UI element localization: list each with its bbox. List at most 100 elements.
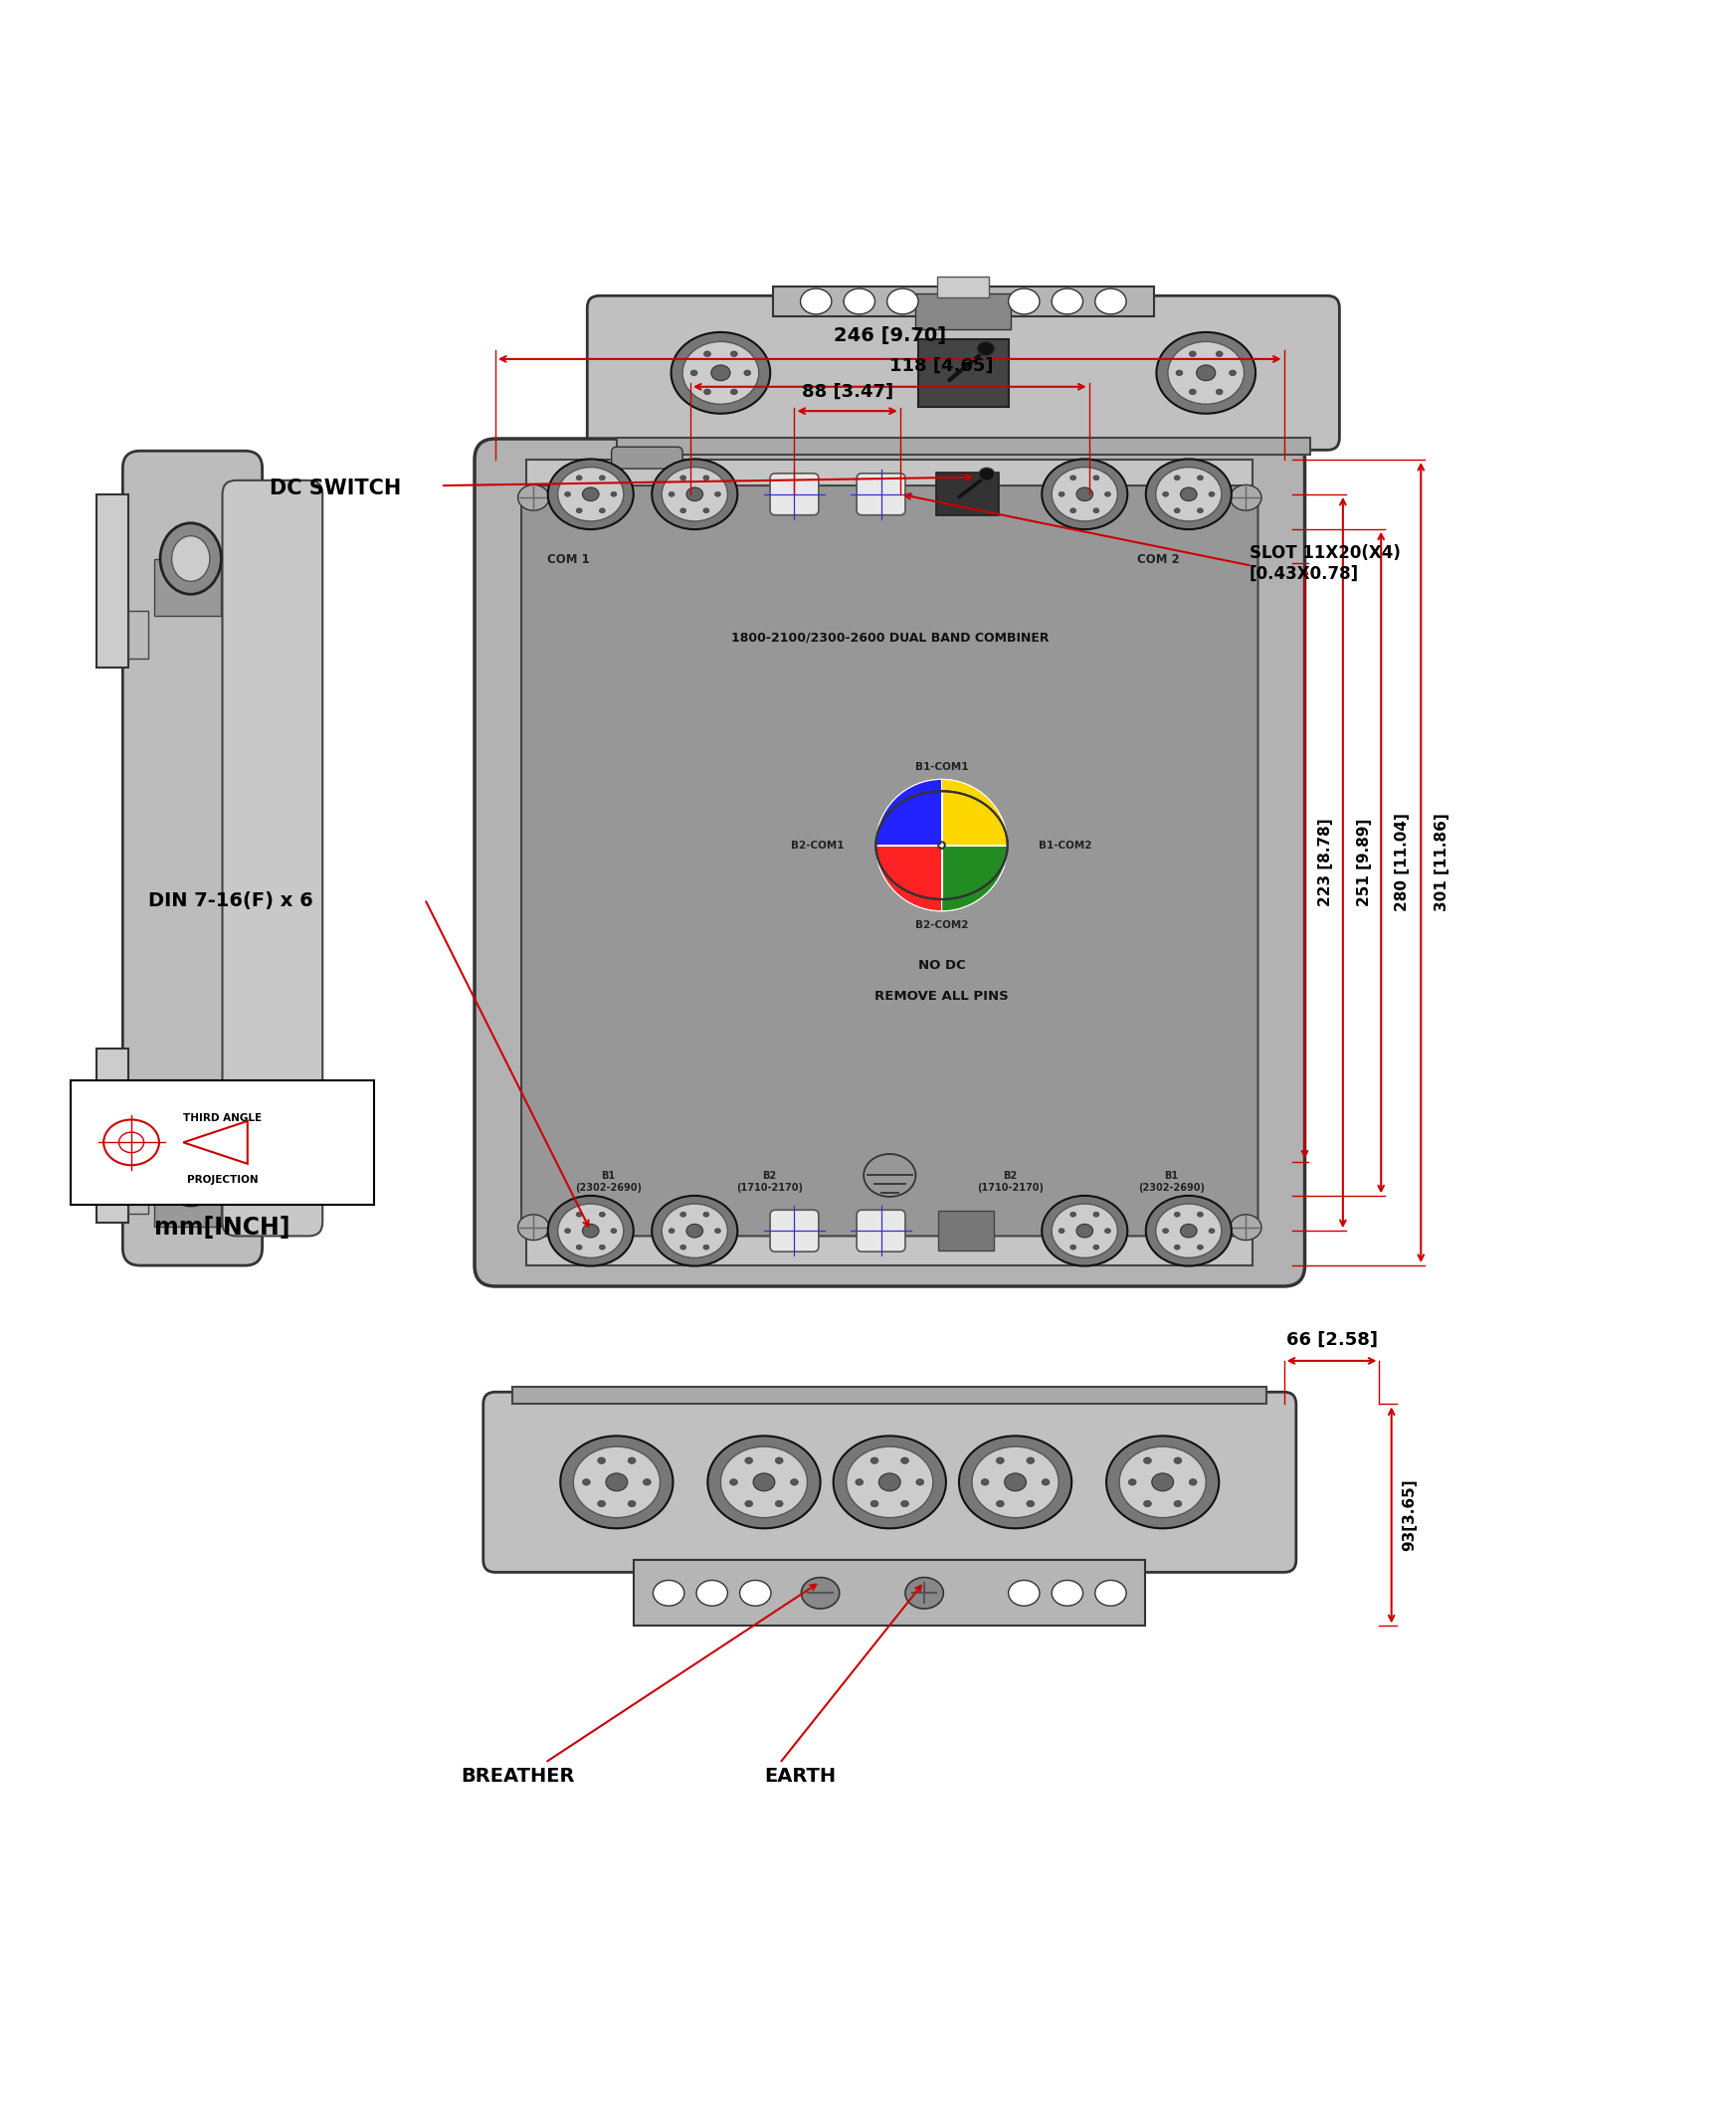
Text: B1
(2302-2690): B1 (2302-2690) (575, 1172, 641, 1193)
Ellipse shape (1163, 493, 1168, 497)
Ellipse shape (1104, 1229, 1111, 1233)
Ellipse shape (844, 288, 875, 315)
Wedge shape (875, 846, 941, 912)
Wedge shape (875, 778, 941, 846)
Text: 118 [4.65]: 118 [4.65] (889, 357, 993, 374)
Wedge shape (941, 846, 1007, 912)
Ellipse shape (745, 1457, 753, 1464)
Ellipse shape (611, 1229, 616, 1233)
Ellipse shape (651, 459, 738, 529)
Ellipse shape (573, 1447, 660, 1519)
Bar (526, 1197, 1253, 1265)
Text: 93[3.65]: 93[3.65] (1403, 1478, 1417, 1550)
Text: B1
(2302-2690): B1 (2302-2690) (1139, 1172, 1205, 1193)
Ellipse shape (1026, 1457, 1035, 1464)
Text: 88 [3.47]: 88 [3.47] (802, 383, 892, 400)
Ellipse shape (172, 1148, 210, 1193)
Text: DC SWITCH: DC SWITCH (271, 478, 401, 499)
Ellipse shape (561, 1436, 674, 1529)
Ellipse shape (917, 1478, 924, 1485)
Ellipse shape (1198, 476, 1203, 480)
Text: 246 [9.70]: 246 [9.70] (833, 326, 946, 345)
Ellipse shape (1042, 459, 1127, 529)
Ellipse shape (1128, 1478, 1137, 1485)
Ellipse shape (1175, 370, 1182, 376)
Bar (71, 1081, 373, 1206)
Ellipse shape (172, 535, 210, 582)
Ellipse shape (160, 522, 220, 594)
Ellipse shape (599, 476, 606, 480)
Ellipse shape (731, 351, 738, 357)
Ellipse shape (1146, 459, 1231, 529)
Ellipse shape (958, 1436, 1071, 1529)
Ellipse shape (668, 493, 675, 497)
Ellipse shape (696, 1580, 727, 1605)
Text: COM 1: COM 1 (547, 554, 590, 567)
Ellipse shape (996, 1500, 1003, 1506)
Ellipse shape (576, 1246, 582, 1250)
Ellipse shape (549, 459, 634, 529)
Ellipse shape (1009, 288, 1040, 315)
Ellipse shape (564, 493, 571, 497)
Ellipse shape (847, 1447, 932, 1519)
Ellipse shape (1104, 493, 1111, 497)
Bar (526, 459, 1253, 529)
Ellipse shape (1059, 1229, 1064, 1233)
Ellipse shape (1094, 1212, 1099, 1216)
Ellipse shape (557, 467, 623, 520)
Ellipse shape (1198, 508, 1203, 514)
Ellipse shape (583, 1225, 599, 1237)
Text: 301 [11.86]: 301 [11.86] (1434, 814, 1450, 912)
Ellipse shape (517, 1214, 549, 1239)
Ellipse shape (1208, 1229, 1215, 1233)
Ellipse shape (681, 476, 686, 480)
Ellipse shape (1052, 1203, 1118, 1258)
Ellipse shape (1069, 476, 1076, 480)
Ellipse shape (1174, 476, 1180, 480)
Text: B2-COM1: B2-COM1 (792, 840, 845, 850)
Text: 223 [8.78]: 223 [8.78] (1319, 819, 1333, 907)
Ellipse shape (597, 1457, 606, 1464)
Text: PROJECTION: PROJECTION (187, 1174, 259, 1184)
Ellipse shape (1069, 1246, 1076, 1250)
Ellipse shape (160, 1134, 220, 1206)
Ellipse shape (712, 366, 731, 381)
Bar (155, 1170, 220, 1227)
Ellipse shape (1120, 1447, 1207, 1519)
Ellipse shape (1094, 508, 1099, 514)
Ellipse shape (1196, 366, 1215, 381)
Bar (155, 558, 220, 615)
Ellipse shape (901, 1500, 908, 1506)
Text: B2
(1710-2170): B2 (1710-2170) (736, 1172, 802, 1193)
Ellipse shape (1009, 1580, 1040, 1605)
Wedge shape (941, 778, 1007, 846)
Ellipse shape (1094, 476, 1099, 480)
Ellipse shape (979, 467, 995, 480)
Ellipse shape (1168, 343, 1245, 404)
Ellipse shape (1215, 351, 1222, 357)
Ellipse shape (708, 1436, 821, 1529)
Bar (936, 474, 998, 516)
Ellipse shape (583, 486, 599, 501)
Ellipse shape (1005, 1474, 1026, 1491)
Bar (634, 1561, 1146, 1626)
Ellipse shape (1198, 1246, 1203, 1250)
Ellipse shape (1189, 351, 1196, 357)
Ellipse shape (753, 1474, 774, 1491)
Bar (97, 1049, 128, 1222)
Ellipse shape (583, 1478, 590, 1485)
Ellipse shape (1208, 493, 1215, 497)
Bar (937, 277, 990, 298)
Ellipse shape (681, 1212, 686, 1216)
Ellipse shape (833, 1436, 946, 1529)
Ellipse shape (1174, 1500, 1182, 1506)
Ellipse shape (564, 1229, 571, 1233)
FancyBboxPatch shape (858, 1210, 904, 1252)
Ellipse shape (1229, 370, 1236, 376)
Ellipse shape (1174, 1212, 1180, 1216)
Ellipse shape (1094, 1246, 1099, 1250)
Wedge shape (875, 846, 941, 912)
Ellipse shape (682, 343, 759, 404)
Ellipse shape (790, 1478, 799, 1485)
Ellipse shape (1189, 389, 1196, 396)
